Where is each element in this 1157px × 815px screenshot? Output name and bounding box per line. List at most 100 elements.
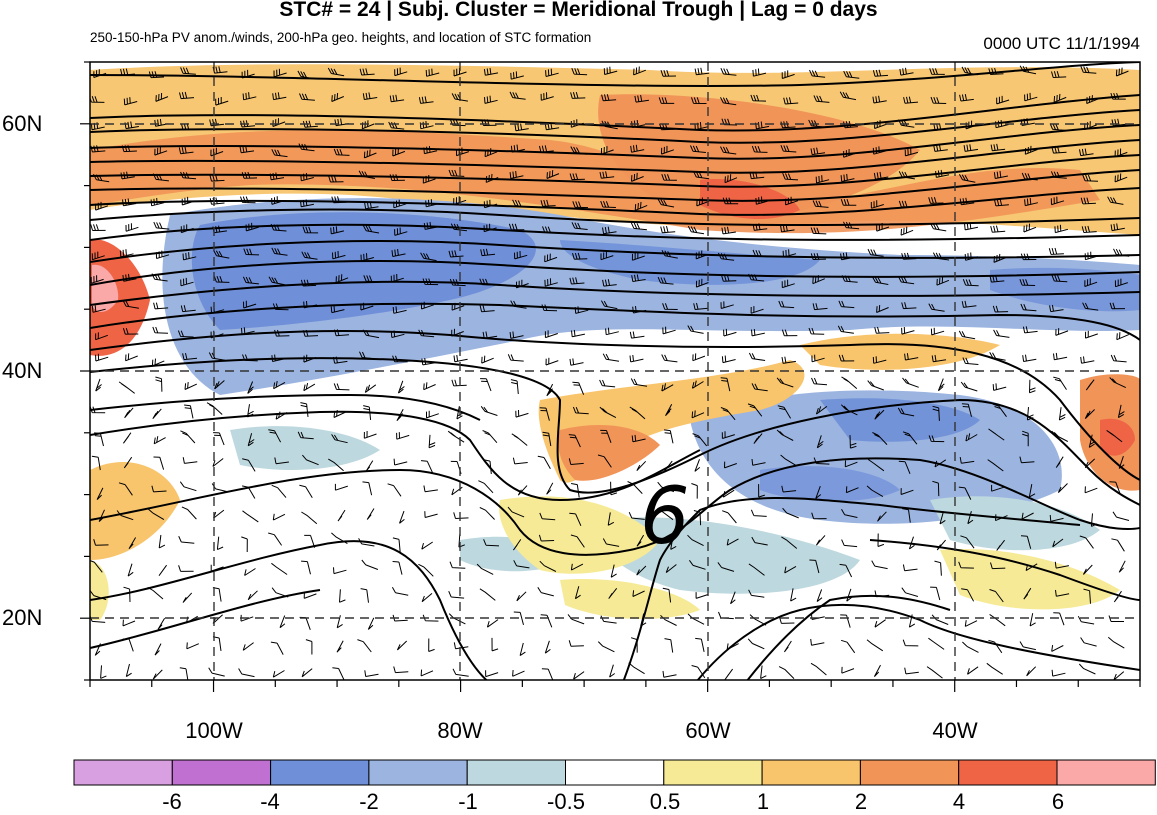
wind-barb [928, 303, 945, 312]
wind-barb [688, 560, 706, 570]
wind-barb [1084, 486, 1098, 494]
wind-barb [1084, 121, 1097, 131]
wind-barb [964, 252, 979, 261]
wind-barb [239, 145, 255, 154]
wind-barb [244, 568, 256, 576]
wind-barb [760, 665, 767, 679]
wind-barb [693, 302, 709, 310]
wind-barb [781, 536, 798, 549]
wind-barb [152, 173, 169, 182]
wind-barb [993, 329, 1010, 338]
wind-barb [632, 590, 645, 597]
wind-barb [693, 510, 702, 526]
wind-barb [874, 120, 887, 129]
wind-barb [303, 592, 317, 599]
wind-barb [849, 435, 857, 449]
wind-barb [1114, 148, 1128, 158]
wind-barb [303, 300, 318, 309]
wind-barb [813, 457, 830, 465]
wind-barb [1083, 588, 1091, 604]
wind-barb [478, 480, 494, 494]
wind-barb [838, 300, 855, 309]
wind-barb [301, 251, 318, 260]
wind-barb [717, 252, 735, 261]
wind-barb [1019, 65, 1037, 75]
wind-barb [691, 410, 705, 419]
wind-barb [570, 146, 587, 155]
wind-barb [247, 433, 255, 447]
wind-barb [544, 640, 551, 654]
wind-barb [570, 91, 586, 99]
wind-barb [808, 119, 825, 128]
wind-barb [568, 434, 581, 448]
wind-barb [961, 66, 978, 76]
wind-barb [692, 353, 706, 362]
wind-barb [94, 432, 104, 447]
wind-barb [122, 619, 136, 627]
wind-barb [629, 406, 646, 420]
wind-barb [751, 536, 768, 546]
wind-barb [275, 411, 288, 420]
wind-barb [516, 591, 527, 602]
wind-barb [541, 304, 558, 312]
wind-barb [962, 279, 979, 287]
wind-barb [116, 510, 134, 521]
wind-barb [872, 95, 887, 104]
wind-barb [838, 354, 855, 362]
wind-barb [844, 460, 858, 468]
wind-barb [1117, 404, 1125, 419]
wind-barb [242, 510, 259, 523]
wind-barb [1077, 615, 1095, 625]
wind-barb [1025, 563, 1038, 572]
wind-barb [123, 97, 138, 106]
wind-barb [301, 511, 318, 525]
wind-barb [303, 354, 317, 363]
wind-barb [815, 486, 822, 499]
wind-barb [510, 71, 524, 80]
wind-barb [1088, 434, 1096, 448]
wind-barb [1109, 302, 1126, 310]
wind-barb [357, 639, 372, 653]
wind-barb [958, 330, 976, 340]
wind-barb [695, 637, 705, 653]
wind-barb [482, 331, 498, 339]
wind-barb [959, 457, 975, 464]
wind-barb [272, 92, 287, 101]
wind-barb [484, 148, 498, 158]
wind-barb [1082, 564, 1093, 575]
wind-barb [182, 352, 198, 361]
wind-barb [928, 197, 944, 204]
wind-barb [511, 433, 528, 446]
wind-barb [177, 330, 194, 338]
wind-barb [993, 171, 1008, 179]
wind-barb [926, 666, 943, 679]
wind-barb [300, 402, 309, 417]
wind-barb [662, 670, 677, 678]
wind-barb [336, 615, 343, 629]
wind-barb [242, 92, 257, 101]
wind-barb [486, 619, 499, 628]
lon-label-100w: 100W [185, 718, 243, 743]
wind-barb [610, 481, 618, 496]
colorbar-label: 2 [854, 789, 868, 814]
wind-barb [367, 617, 375, 630]
wind-barb [423, 382, 436, 391]
wind-barb [241, 327, 255, 335]
wind-barb [392, 561, 403, 575]
wind-barb [965, 120, 979, 130]
wind-barb [687, 325, 704, 334]
wind-barb [692, 433, 708, 447]
wind-barb [634, 201, 648, 211]
wind-barb [363, 430, 377, 439]
wind-barb [816, 435, 824, 449]
wind-barb [1109, 377, 1127, 389]
wind-barb [331, 434, 348, 444]
wind-barb [268, 532, 283, 546]
wind-barb [93, 173, 110, 183]
wind-barb [358, 170, 375, 179]
wind-barb [363, 275, 380, 283]
lon-label-60w: 60W [685, 718, 731, 743]
wind-barb [519, 642, 526, 657]
wind-barb [155, 250, 170, 259]
colorbar-swatch [1056, 759, 1156, 786]
